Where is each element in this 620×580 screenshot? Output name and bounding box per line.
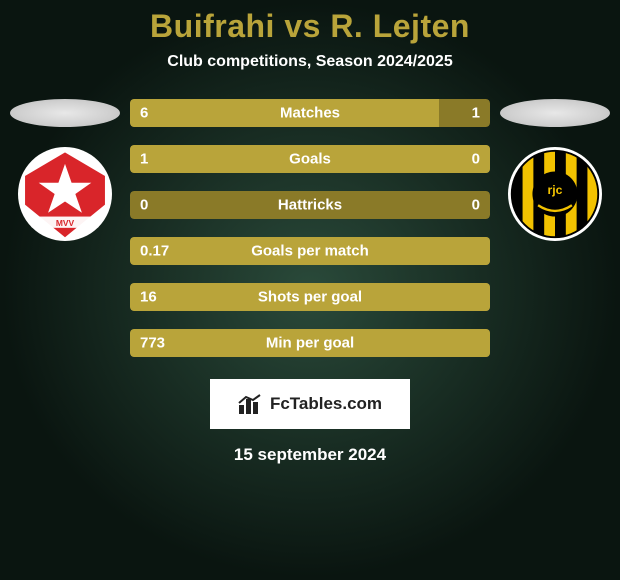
page-title: Buifrahi vs R. Lejten — [150, 8, 470, 45]
stat-label: Min per goal — [266, 335, 354, 352]
stat-label: Goals — [289, 151, 331, 168]
branding-box: FcTables.com — [210, 379, 410, 429]
content-root: Buifrahi vs R. Lejten Club competitions,… — [0, 0, 620, 580]
svg-text:rjc: rjc — [548, 183, 563, 197]
stat-row: 0 0 Hattricks — [130, 191, 490, 219]
stat-value-right: 0 — [472, 151, 480, 168]
comparison-area: MVV 6 1 Matches 1 0 Goals 0 0 Hattricks 0.17 Goals… — [0, 99, 620, 357]
stat-value-left: 773 — [140, 335, 165, 352]
stat-label: Shots per goal — [258, 289, 362, 306]
right-club-badge: rjc — [508, 147, 602, 241]
stat-value-left: 0 — [140, 197, 148, 214]
mvv-badge-icon: MVV — [18, 147, 112, 241]
stat-row: 16 Shots per goal — [130, 283, 490, 311]
stat-label: Goals per match — [251, 243, 369, 260]
right-player-silhouette — [500, 99, 610, 127]
stat-label: Hattricks — [278, 197, 342, 214]
stat-value-left: 0.17 — [140, 243, 169, 260]
stat-row: 773 Min per goal — [130, 329, 490, 357]
stat-label: Matches — [280, 105, 340, 122]
svg-text:MVV: MVV — [56, 218, 75, 228]
roda-badge-icon: rjc — [508, 147, 602, 241]
stat-row: 6 1 Matches — [130, 99, 490, 127]
right-side: rjc — [500, 99, 610, 241]
footer-date: 15 september 2024 — [234, 445, 386, 465]
left-side: MVV — [10, 99, 120, 241]
branding-text: FcTables.com — [270, 394, 382, 414]
stats-bars: 6 1 Matches 1 0 Goals 0 0 Hattricks 0.17 Goals per… — [130, 99, 490, 357]
page-subtitle: Club competitions, Season 2024/2025 — [167, 53, 452, 71]
left-player-silhouette — [10, 99, 120, 127]
stat-value-left: 1 — [140, 151, 148, 168]
stat-row: 1 0 Goals — [130, 145, 490, 173]
left-club-badge: MVV — [18, 147, 112, 241]
stat-value-right: 1 — [472, 105, 480, 122]
stat-value-right: 0 — [472, 197, 480, 214]
stat-value-left: 16 — [140, 289, 157, 306]
bars-icon — [238, 393, 264, 415]
stat-value-left: 6 — [140, 105, 148, 122]
stat-row: 0.17 Goals per match — [130, 237, 490, 265]
